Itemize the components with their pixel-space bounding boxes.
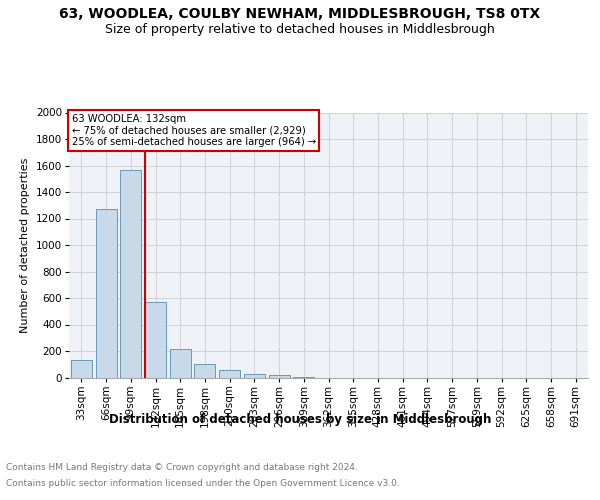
Text: Distribution of detached houses by size in Middlesbrough: Distribution of detached houses by size … [109, 412, 491, 426]
Bar [194, 364, 215, 378]
Text: 63 WOODLEA: 132sqm
← 75% of detached houses are smaller (2,929)
25% of semi-deta: 63 WOODLEA: 132sqm ← 75% of detached hou… [71, 114, 316, 147]
Bar [219, 370, 240, 378]
Y-axis label: Number of detached properties: Number of detached properties [20, 158, 30, 332]
Bar [269, 375, 290, 378]
Bar [244, 374, 265, 378]
Text: Contains public sector information licensed under the Open Government Licence v3: Contains public sector information licen… [6, 479, 400, 488]
Bar [293, 377, 314, 378]
Bar [145, 302, 166, 378]
Text: Size of property relative to detached houses in Middlesbrough: Size of property relative to detached ho… [105, 22, 495, 36]
Text: 63, WOODLEA, COULBY NEWHAM, MIDDLESBROUGH, TS8 0TX: 63, WOODLEA, COULBY NEWHAM, MIDDLESBROUG… [59, 8, 541, 22]
Bar [95, 209, 116, 378]
Bar [170, 349, 191, 378]
Text: Contains HM Land Registry data © Crown copyright and database right 2024.: Contains HM Land Registry data © Crown c… [6, 462, 358, 471]
Bar [120, 170, 141, 378]
Bar [71, 360, 92, 378]
